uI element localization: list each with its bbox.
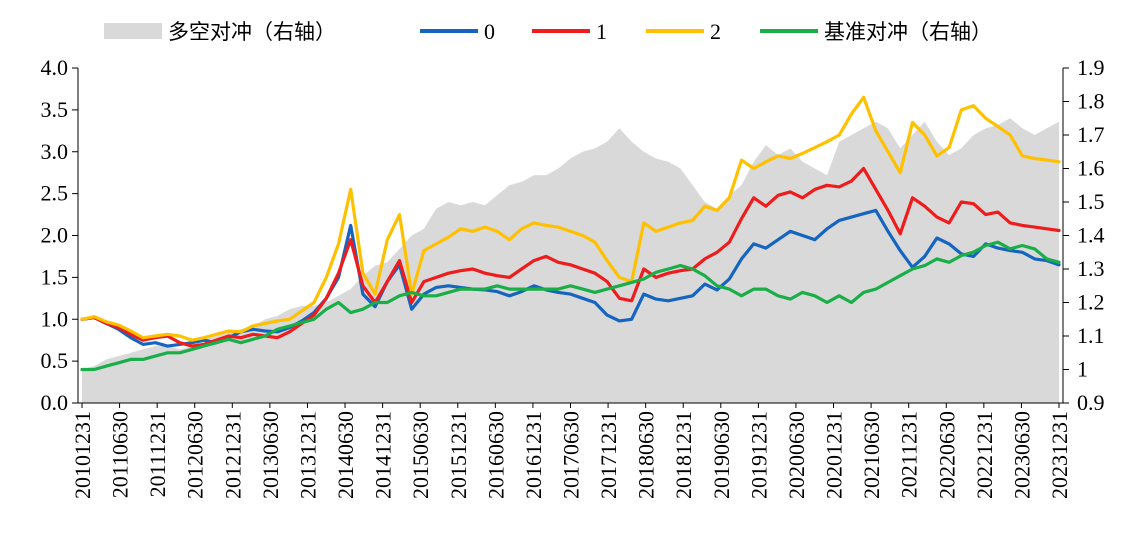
legend-label: 2 <box>710 19 721 44</box>
y-left-tick-label: 1.5 <box>41 264 69 289</box>
x-tick-label: 20140630 <box>333 411 358 499</box>
x-tick-label: 20150630 <box>408 411 433 499</box>
series-line-2 <box>80 166 1061 348</box>
x-tick-label: 20221231 <box>972 411 997 499</box>
y-right-tick-label: 1.2 <box>1077 290 1105 315</box>
y-right-tick-label: 1.9 <box>1077 55 1105 80</box>
x-tick-label: 20201231 <box>822 411 847 499</box>
y-right-tick-label: 1.6 <box>1077 156 1105 181</box>
x-tick-label: 20131231 <box>295 411 320 499</box>
x-tick-label: 20170630 <box>559 411 584 499</box>
y-left-tick-label: 0.5 <box>41 348 69 373</box>
x-tick-label: 20200630 <box>784 411 809 499</box>
y-right-tick-label: 1.1 <box>1077 323 1105 348</box>
series-line-4 <box>80 240 1061 372</box>
y-left-tick-label: 0.0 <box>41 390 69 415</box>
y-right-tick-label: 0.9 <box>1077 390 1105 415</box>
y-left-tick-label: 3.0 <box>41 139 69 164</box>
lines-layer <box>80 95 1061 372</box>
legend-label: 多空对冲（右轴） <box>168 20 336 44</box>
y-right-tick-label: 1.7 <box>1077 122 1105 147</box>
y-right-tick-label: 1.8 <box>1077 89 1105 114</box>
x-tick-label: 20190630 <box>709 411 734 499</box>
x-tick-label: 20111231 <box>145 411 170 497</box>
x-tick-label: 20191231 <box>746 411 771 499</box>
x-tick-label: 20121231 <box>220 411 245 499</box>
x-tick-label: 20220630 <box>934 411 959 499</box>
y-left-tick-label: 4.0 <box>41 55 69 80</box>
x-tick-label: 20210630 <box>859 411 884 499</box>
x-tick-label: 20101231 <box>70 411 95 499</box>
series-area-0 <box>82 118 1059 403</box>
x-tick-label: 20181231 <box>671 411 696 499</box>
y-right-tick-label: 1.4 <box>1077 223 1105 248</box>
y-left-tick-label: 2.0 <box>41 223 69 248</box>
x-tick-label: 20231231 <box>1047 411 1072 499</box>
legend-label: 0 <box>484 19 495 44</box>
x-tick-label: 20211231 <box>897 411 922 498</box>
x-tick-label: 20151231 <box>446 411 471 499</box>
x-tick-label: 20110630 <box>108 411 133 498</box>
y-left-tick-label: 3.5 <box>41 97 69 122</box>
legend: 多空对冲（右轴） 0 1 2 基准对冲（右轴） <box>104 19 992 44</box>
y-right-tick-label: 1.3 <box>1077 256 1105 281</box>
series-line-3 <box>80 95 1061 342</box>
y-left-tick-label: 2.5 <box>41 181 69 206</box>
x-tick-label: 20161231 <box>521 411 546 499</box>
y-right-tick-label: 1.5 <box>1077 189 1105 214</box>
legend-swatch <box>104 23 162 39</box>
legend-label: 基准对冲（右轴） <box>824 20 992 44</box>
x-tick-label: 20171231 <box>596 411 621 499</box>
x-tick-label: 20120630 <box>183 411 208 499</box>
legend-label: 1 <box>596 19 607 44</box>
x-tick-label: 20230630 <box>1009 411 1034 499</box>
x-tick-label: 20180630 <box>634 411 659 499</box>
y-right-tick-label: 1 <box>1077 357 1088 382</box>
ticks-layer: 0.0 0.5 1.0 1.5 2.0 2.5 3.0 3.5 4.0 0.9 1 1.1 1.2 1.3… <box>41 55 1105 499</box>
x-tick-label: 20141231 <box>371 411 396 499</box>
y-left-tick-label: 1.0 <box>41 306 69 331</box>
x-tick-label: 20130630 <box>258 411 283 499</box>
x-tick-label: 20160630 <box>483 411 508 499</box>
area-layer <box>82 118 1059 403</box>
